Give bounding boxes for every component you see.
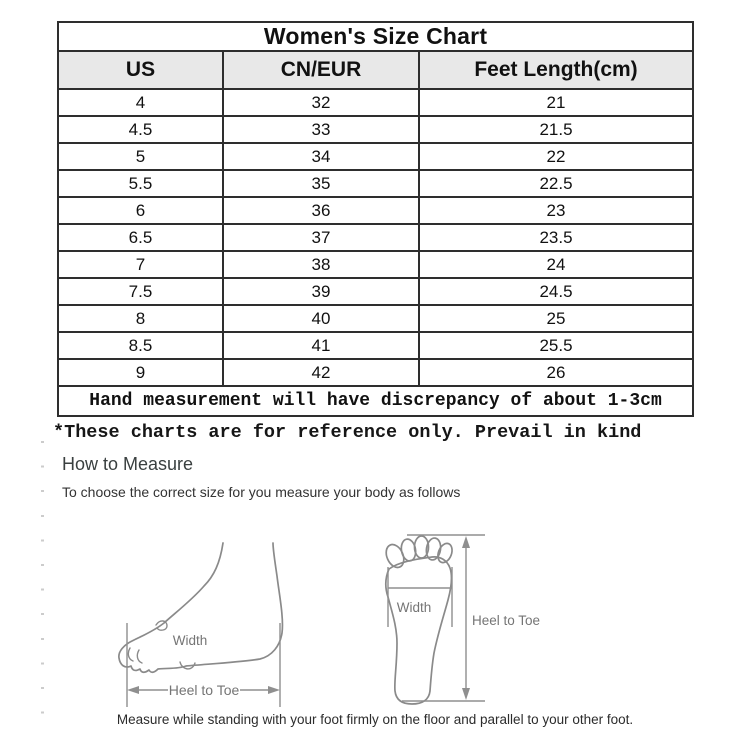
size-row: 8.5 41 25.5 [57,331,695,360]
size-row: 4.5 33 21.5 [57,115,695,144]
size-cell: 34 [222,142,420,171]
size-cell: 7.5 [57,277,224,306]
foot-knuckle-curl [155,620,168,631]
table-header-row: US CN/EUR Feet Length(cm) [57,50,695,90]
size-cell: 8 [57,304,224,333]
table-title: Women's Size Chart [56,21,695,52]
size-cell: 25.5 [417,331,695,360]
width-label-sole: Width [397,600,432,615]
size-cell: 33 [222,115,420,144]
arrowhead-down-icon [462,688,470,700]
size-cell: 39 [222,277,420,306]
size-row: 5 34 22 [57,142,695,171]
size-chart-table: Women's Size Chart US CN/EUR Feet Length… [56,21,695,417]
foot-ball-curve [179,661,196,670]
how-to-measure-heading: How to Measure [62,454,194,474]
column-header-us: US [57,50,224,90]
size-cell: 37 [222,223,420,252]
size-row: 6.5 37 23.5 [57,223,695,252]
size-cell: 21 [417,88,695,117]
size-cell: 23 [417,196,695,225]
size-cell: 23.5 [417,223,695,252]
toe-5 [437,542,453,564]
column-header-cn-eur: CN/EUR [222,50,420,90]
heel-to-toe-label-sole: Heel to Toe [472,613,540,628]
size-cell: 5.5 [57,169,224,198]
size-cell: 24 [417,250,695,279]
size-cell: 42 [222,358,420,387]
size-cell: 24.5 [417,277,695,306]
size-cell: 21.5 [417,115,695,144]
size-cell: 35 [222,169,420,198]
size-row: 7.5 39 24.5 [57,277,695,306]
how-to-measure-subheading: To choose the correct size for you measu… [62,484,461,500]
size-row: 5.5 35 22.5 [57,169,695,198]
size-cell: 5 [57,142,224,171]
size-row: 9 42 26 [57,358,695,387]
size-cell: 4.5 [57,115,224,144]
table-footer-note: Hand measurement will have discrepancy o… [56,385,695,417]
size-cell: 9 [57,358,224,387]
size-row: 6 36 23 [57,196,695,225]
foot-side-outline [118,542,284,674]
size-cell: 36 [222,196,420,225]
width-label-side: Width [173,633,208,648]
size-cell: 25 [417,304,695,333]
foot-sole-outline [385,556,453,705]
size-cell: 8.5 [57,331,224,360]
foot-sole-view-diagram: Width Heel to Toe [385,534,540,705]
table-title-row: Women's Size Chart [56,21,695,52]
foot-toe-line-1 [127,647,134,662]
size-cell: 6 [57,196,224,225]
size-cell: 7 [57,250,224,279]
size-row: 4 32 21 [57,88,695,117]
size-cell: 26 [417,358,695,387]
toe-4 [425,537,442,561]
arrowhead-left-icon [127,686,139,694]
size-cell: 38 [222,250,420,279]
size-cell: 40 [222,304,420,333]
arrowhead-up-icon [462,536,470,548]
size-cell: 41 [222,331,420,360]
size-row: 8 40 25 [57,304,695,333]
size-cell: 22.5 [417,169,695,198]
heel-to-toe-label-side: Heel to Toe [169,682,240,698]
foot-side-view-diagram: Width Heel to Toe [118,542,284,707]
size-cell: 4 [57,88,224,117]
column-header-feet-length: Feet Length(cm) [417,50,695,90]
size-cell: 22 [417,142,695,171]
reference-note: *These charts are for reference only. Pr… [53,422,642,443]
toe-3 [413,535,430,559]
table-footer-row: Hand measurement will have discrepancy o… [56,385,695,417]
size-cell: 6.5 [57,223,224,252]
foot-toe-line-2 [136,649,143,664]
arrowhead-right-icon [268,686,280,694]
measure-caption: Measure while standing with your foot fi… [116,712,634,727]
size-cell: 32 [222,88,420,117]
edge-dots [41,441,44,719]
size-row: 7 38 24 [57,250,695,279]
